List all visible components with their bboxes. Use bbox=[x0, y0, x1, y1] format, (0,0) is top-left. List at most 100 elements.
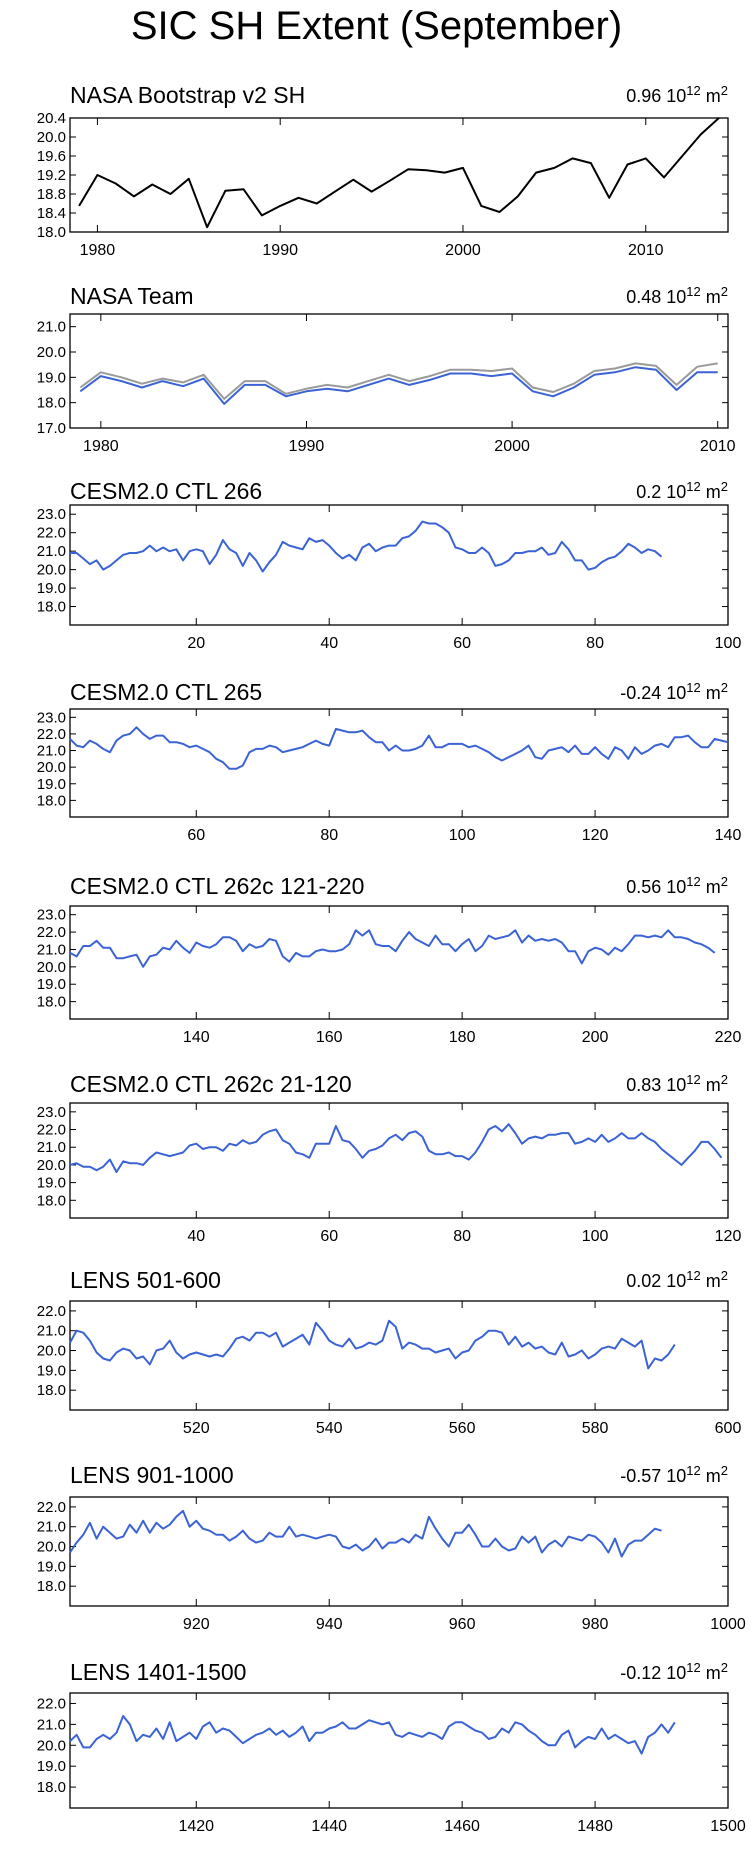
ytick-label: 18.4 bbox=[37, 205, 66, 222]
ytick-label: 20.0 bbox=[37, 562, 66, 579]
xtick-label: 140 bbox=[715, 827, 742, 844]
ytick-label: 23.0 bbox=[37, 1104, 66, 1121]
xtick-label: 1990 bbox=[262, 242, 298, 259]
xtick-label: 80 bbox=[453, 1228, 471, 1245]
ytick-label: 18.0 bbox=[37, 395, 66, 412]
panel-title: CESM2.0 CTL 262c 121-220 bbox=[70, 873, 364, 899]
ytick-label: 19.0 bbox=[37, 369, 66, 386]
ytick-label: 18.0 bbox=[37, 224, 66, 241]
ytick-label: 18.0 bbox=[37, 1192, 66, 1209]
xtick-label: 220 bbox=[715, 1029, 742, 1046]
ytick-label: 18.0 bbox=[37, 1578, 66, 1595]
ytick-label: 21.0 bbox=[37, 1519, 66, 1536]
panel-title: CESM2.0 CTL 262c 21-120 bbox=[70, 1071, 352, 1097]
ytick-label: 20.0 bbox=[37, 1539, 66, 1556]
panel-3: CESM2.0 CTL 266 0.2 1012 m2 23.0 22.021.0 20… bbox=[37, 478, 742, 652]
ytick-label: 17.0 bbox=[37, 420, 66, 437]
ytick-label: 19.0 bbox=[37, 1362, 66, 1379]
series-line bbox=[69, 1123, 723, 1173]
ytick-label: 21.0 bbox=[37, 941, 66, 958]
plot-frame bbox=[69, 708, 729, 818]
ytick-label: 20.0 bbox=[37, 759, 66, 776]
series-line bbox=[79, 366, 718, 405]
xtick-label: 980 bbox=[582, 1616, 609, 1633]
xtick-label: 120 bbox=[582, 827, 609, 844]
xtick-label: 920 bbox=[183, 1616, 210, 1633]
ytick-label: 23.0 bbox=[37, 709, 66, 726]
xtick-label: 1440 bbox=[311, 1818, 347, 1835]
stat-label: 0.96 1012 m2 bbox=[626, 83, 728, 106]
xtick-label: 120 bbox=[715, 1228, 742, 1245]
panel-5: CESM2.0 CTL 262c 121-220 0.56 1012 m2 23.0… bbox=[37, 873, 742, 1046]
ytick-label: 18.0 bbox=[37, 1382, 66, 1399]
ytick-label: 18.0 bbox=[37, 1779, 66, 1796]
stat-label: -0.12 1012 m2 bbox=[620, 1660, 728, 1683]
panel-title: LENS 1401-1500 bbox=[70, 1659, 246, 1685]
ytick-label: 20.0 bbox=[37, 129, 66, 146]
ytick-label: 22.0 bbox=[37, 726, 66, 743]
xtick-label: 1980 bbox=[83, 438, 119, 455]
xtick-label: 1980 bbox=[80, 242, 116, 259]
ytick-label: 18.0 bbox=[37, 994, 66, 1011]
series-line bbox=[69, 1319, 676, 1370]
ytick-label: 23.0 bbox=[37, 506, 66, 523]
xtick-label: 2000 bbox=[445, 242, 481, 259]
panel-title: CESM2.0 CTL 266 bbox=[70, 478, 262, 504]
stat-label: -0.57 1012 m2 bbox=[620, 1463, 728, 1486]
ytick-label: 19.0 bbox=[37, 1758, 66, 1775]
xtick-label: 80 bbox=[586, 635, 604, 652]
series-line bbox=[70, 520, 663, 573]
plot-frame bbox=[69, 905, 729, 1020]
plot-frame bbox=[69, 1300, 729, 1411]
xtick-label: 1500 bbox=[710, 1818, 746, 1835]
xtick-label: 1990 bbox=[289, 438, 325, 455]
xtick-label: 2010 bbox=[628, 242, 664, 259]
panel-6: CESM2.0 CTL 262c 21-120 0.83 1012 m2 23.0 2… bbox=[37, 1071, 742, 1245]
xtick-label: 580 bbox=[582, 1420, 609, 1437]
xtick-label: 40 bbox=[320, 635, 338, 652]
series-line bbox=[69, 1715, 676, 1755]
xtick-label: 1420 bbox=[178, 1818, 214, 1835]
panel-title: NASA Team bbox=[70, 283, 194, 309]
ytick-label: 19.6 bbox=[37, 148, 66, 165]
xtick-label: 180 bbox=[449, 1029, 476, 1046]
stat-label: -0.24 1012 m2 bbox=[620, 680, 728, 703]
plot-frame bbox=[69, 1496, 729, 1607]
ytick-label: 20.0 bbox=[37, 1343, 66, 1360]
panel-title: LENS 901-1000 bbox=[70, 1462, 234, 1488]
xtick-label: 560 bbox=[449, 1420, 476, 1437]
ytick-label: 18.0 bbox=[37, 792, 66, 809]
panel-title: LENS 501-600 bbox=[70, 1267, 221, 1293]
ytick-label: 20.0 bbox=[37, 959, 66, 976]
xtick-label: 60 bbox=[320, 1228, 338, 1245]
ytick-label: 19.0 bbox=[37, 976, 66, 993]
series-line bbox=[69, 929, 716, 968]
ytick-label: 20.0 bbox=[37, 1737, 66, 1754]
ytick-label: 21.0 bbox=[37, 543, 66, 560]
ytick-label: 22.0 bbox=[37, 1499, 66, 1516]
stat-label: 0.02 1012 m2 bbox=[626, 1268, 728, 1291]
xtick-label: 100 bbox=[715, 635, 742, 652]
series-line bbox=[79, 362, 718, 400]
stat-label: 0.2 1012 m2 bbox=[636, 479, 728, 502]
panel-8: LENS 901-1000 -0.57 1012 m2 22.0 21.0 20.0 19… bbox=[37, 1462, 746, 1633]
xtick-label: 2010 bbox=[700, 438, 736, 455]
panel-1: NASA Bootstrap v2 SH 0.96 1012 m2 20.4 20.0… bbox=[37, 82, 729, 259]
plot-frame bbox=[69, 1102, 729, 1219]
series-line bbox=[78, 117, 720, 229]
xtick-label: 160 bbox=[316, 1029, 343, 1046]
panel-title: NASA Bootstrap v2 SH bbox=[70, 82, 305, 108]
ytick-label: 23.0 bbox=[37, 907, 66, 924]
ytick-label: 21.0 bbox=[37, 1716, 66, 1733]
ytick-label: 20.0 bbox=[37, 1157, 66, 1174]
ytick-label: 19.0 bbox=[37, 1175, 66, 1192]
xtick-label: 80 bbox=[320, 827, 338, 844]
ytick-label: 19.2 bbox=[37, 167, 66, 184]
ytick-label: 22.0 bbox=[37, 1303, 66, 1320]
stat-label: 0.83 1012 m2 bbox=[626, 1072, 728, 1095]
xtick-label: 540 bbox=[316, 1420, 343, 1437]
xtick-label: 1480 bbox=[577, 1818, 613, 1835]
ytick-label: 22.0 bbox=[37, 1695, 66, 1712]
ytick-label: 19.0 bbox=[37, 1558, 66, 1575]
